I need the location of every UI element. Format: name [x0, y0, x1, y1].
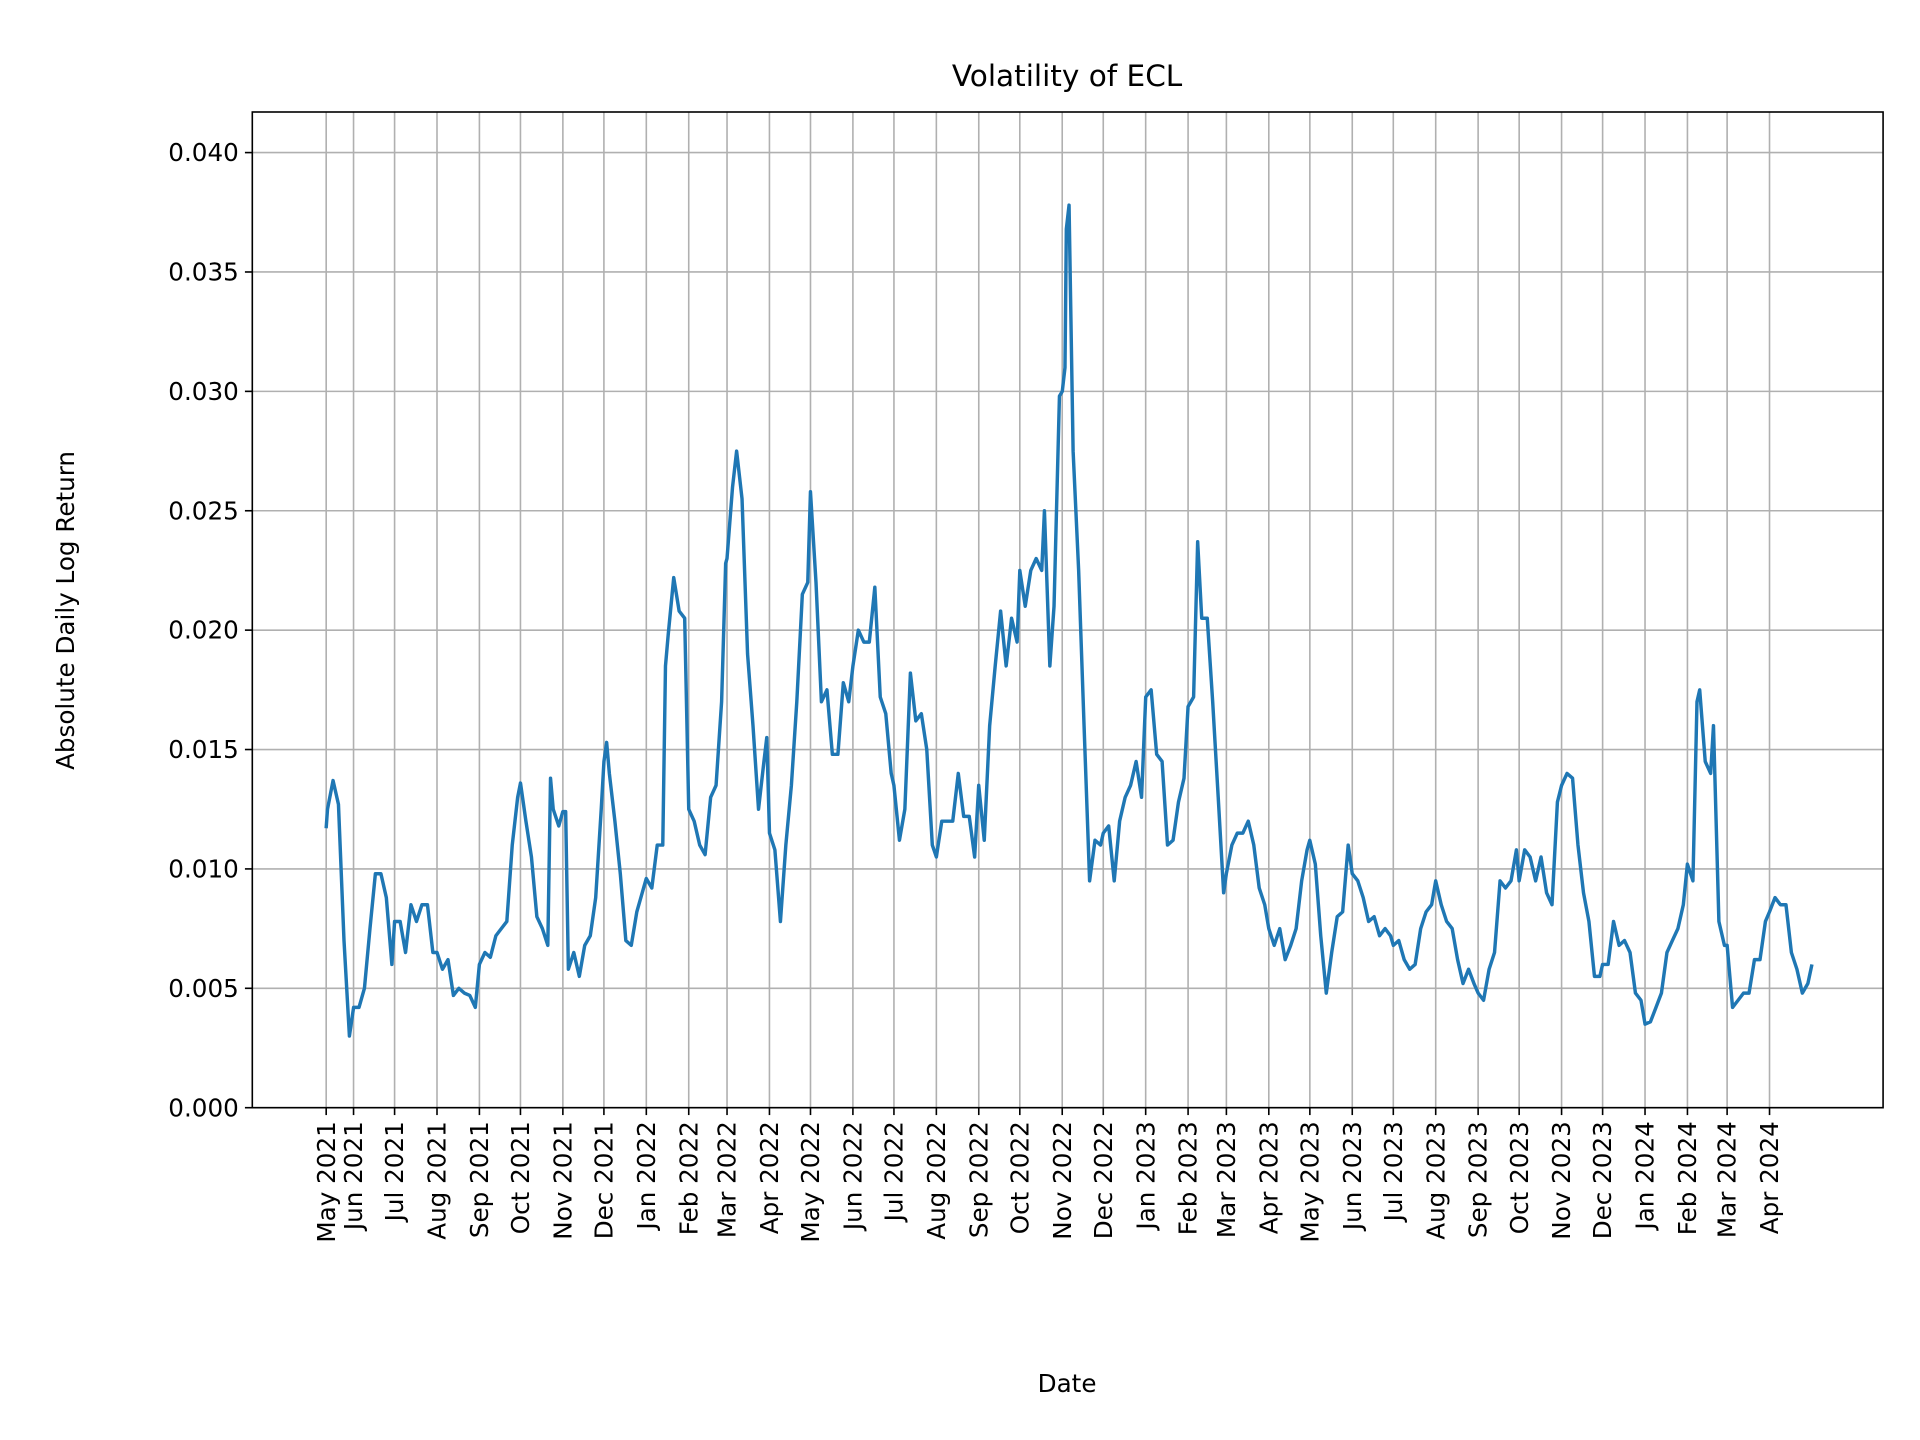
x-tick-label: Aug 2023: [1421, 1121, 1450, 1240]
y-tick-label: 0.035: [168, 258, 238, 287]
x-tick-label: May 2021: [312, 1121, 341, 1242]
x-tick-label: Jun 2023: [1338, 1121, 1367, 1232]
y-tick-label: 0.030: [168, 377, 238, 406]
y-tick-label: 0.000: [168, 1093, 238, 1122]
x-tick-label: Apr 2022: [755, 1121, 784, 1234]
y-axis-label: Absolute Daily Log Return: [51, 451, 80, 770]
x-tick-label: Jun 2022: [839, 1121, 868, 1232]
y-tick-label: 0.020: [168, 616, 238, 645]
x-tick-label: Dec 2021: [590, 1121, 619, 1239]
x-tick-label: Oct 2022: [1005, 1121, 1034, 1234]
x-tick-label: Feb 2023: [1174, 1121, 1203, 1235]
y-axis: 0.000 0.005 0.010 0.015 0.020 0.025 0.030 0.035…: [168, 138, 253, 1122]
x-tick-label: May 2023: [1295, 1121, 1324, 1242]
volatility-line: [324, 203, 1814, 1038]
x-tick-label: Jun 2021: [339, 1121, 368, 1232]
y-tick-label: 0.025: [168, 496, 238, 525]
x-tick-label: Mar 2023: [1212, 1121, 1241, 1238]
x-tick-label: Jul 2023: [1379, 1121, 1408, 1223]
x-tick-label: Oct 2023: [1505, 1121, 1534, 1234]
x-tick-label: Nov 2021: [548, 1121, 577, 1239]
x-tick-label: Dec 2023: [1588, 1121, 1617, 1239]
x-tick-label: Nov 2023: [1547, 1121, 1576, 1239]
x-tick-label: Feb 2022: [674, 1121, 703, 1235]
x-tick-label: Nov 2022: [1048, 1121, 1077, 1239]
x-tick-label: May 2022: [796, 1121, 825, 1242]
x-tick-label: Jan 2024: [1631, 1121, 1660, 1231]
x-tick-label: Aug 2021: [423, 1121, 452, 1240]
x-tick-label: Apr 2024: [1755, 1121, 1784, 1234]
x-tick-label: Sep 2022: [964, 1121, 993, 1238]
x-tick-label: Dec 2022: [1089, 1121, 1118, 1239]
plot-frame: [251, 111, 1884, 1109]
x-axis-label: Date: [1038, 1369, 1097, 1398]
x-tick-label: Sep 2021: [465, 1121, 494, 1238]
grid: [252, 112, 1884, 1109]
x-tick-label: Feb 2024: [1673, 1121, 1702, 1235]
chart-title: Volatility of ECL: [952, 59, 1183, 93]
y-tick-label: 0.015: [168, 735, 238, 764]
x-tick-label: Jul 2022: [880, 1121, 909, 1223]
x-tick-label: Jul 2021: [380, 1121, 409, 1223]
series-layer: [324, 203, 1814, 1038]
x-tick-label: Apr 2023: [1254, 1121, 1283, 1234]
y-tick-label: 0.040: [168, 138, 238, 167]
y-tick-label: 0.010: [168, 855, 238, 884]
x-tick-label: Mar 2022: [713, 1121, 742, 1238]
x-tick-label: Aug 2022: [922, 1121, 951, 1240]
y-tick-label: 0.005: [168, 974, 238, 1003]
x-tick-label: Oct 2021: [506, 1121, 535, 1234]
x-tick-label: Jan 2022: [632, 1121, 661, 1231]
x-tick-label: Jan 2023: [1131, 1121, 1160, 1231]
x-tick-label: Mar 2024: [1713, 1121, 1742, 1238]
x-tick-label: Sep 2023: [1464, 1121, 1493, 1238]
